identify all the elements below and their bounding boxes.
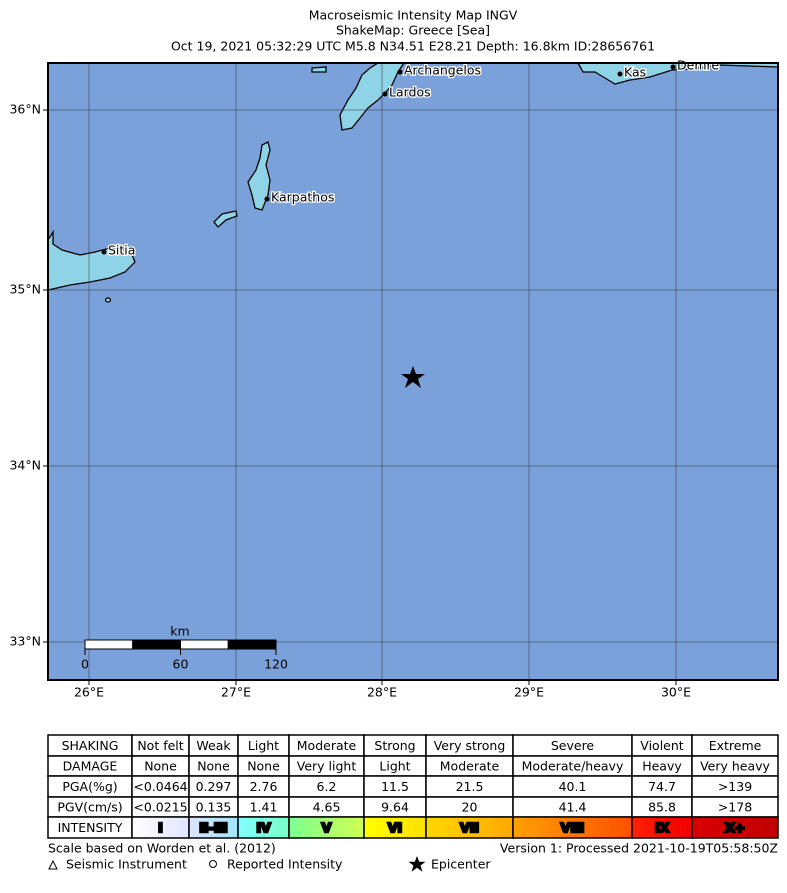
table-text: Moderate/heavy bbox=[522, 759, 624, 774]
lat-label: 34°N bbox=[9, 458, 41, 473]
table-text: PGV(cm/s) bbox=[57, 800, 122, 815]
table-text: None bbox=[144, 759, 177, 774]
place-label: Kas bbox=[624, 65, 646, 80]
table-text: IV bbox=[256, 820, 271, 835]
legend-entry: Epicenter bbox=[431, 857, 491, 872]
scale-label: 120 bbox=[264, 657, 288, 672]
table-text: Moderate bbox=[440, 759, 500, 774]
scale-label: 0 bbox=[81, 657, 89, 672]
epicenter-icon bbox=[408, 856, 426, 872]
table-text: INTENSITY bbox=[58, 820, 123, 835]
table-text: Light bbox=[248, 738, 279, 753]
table-text: Extreme bbox=[709, 738, 762, 753]
table-text: 2.76 bbox=[250, 779, 278, 794]
table-text: None bbox=[247, 759, 280, 774]
table-text: 4.65 bbox=[313, 800, 341, 815]
table-text: Very heavy bbox=[700, 759, 770, 774]
scale-unit: km bbox=[170, 624, 189, 639]
place-dot bbox=[101, 249, 107, 255]
land bbox=[47, 62, 779, 303]
instrument-icon bbox=[48, 859, 58, 870]
title-line: Macroseismic Intensity Map INGV bbox=[309, 8, 518, 23]
place-label: Karpathos bbox=[271, 190, 334, 205]
legend-table: SHAKING Not felt Weak Light Moderate Strong Ve… bbox=[47, 734, 779, 839]
table-text: 21.5 bbox=[456, 779, 484, 794]
table-text: 11.5 bbox=[381, 779, 409, 794]
lon-label: 28°E bbox=[367, 685, 397, 700]
table-text: SHAKING bbox=[62, 738, 119, 753]
table-text: Light bbox=[379, 759, 410, 774]
table-text: >139 bbox=[718, 779, 752, 794]
table-text: 41.4 bbox=[559, 800, 587, 815]
lat-label: 36°N bbox=[9, 102, 41, 117]
table-text: 85.8 bbox=[648, 800, 676, 815]
scale-bar: km 0 60 120 bbox=[81, 624, 288, 672]
lon-label: 30°E bbox=[661, 685, 691, 700]
table-text: Very light bbox=[297, 759, 357, 774]
table-text: 20 bbox=[462, 800, 478, 815]
epicenter-star bbox=[401, 366, 425, 388]
version: Version 1: Processed 2021-10-19T05:58:50… bbox=[500, 841, 778, 856]
table-text: Moderate bbox=[297, 738, 357, 753]
table-text: Violent bbox=[640, 738, 683, 753]
table-text: Strong bbox=[374, 738, 415, 753]
scale-note: Scale based on Worden et al. (2012) bbox=[48, 841, 276, 856]
intensity-icon bbox=[209, 860, 217, 868]
place-label: Archangelos bbox=[404, 63, 481, 78]
legend-entry: Seismic Instrument bbox=[66, 857, 187, 872]
table-text: 0.135 bbox=[196, 800, 232, 815]
legend-entry: Reported Intensity bbox=[227, 857, 343, 872]
table-text: Not felt bbox=[137, 738, 183, 753]
lat-label: 35°N bbox=[9, 282, 41, 297]
place-label: Sitia bbox=[108, 243, 135, 258]
table-text: <0.0215 bbox=[133, 800, 187, 815]
place-dot bbox=[382, 91, 388, 97]
table-text: None bbox=[197, 759, 230, 774]
scale-label: 60 bbox=[173, 657, 189, 672]
table-text: 1.41 bbox=[250, 800, 278, 815]
table-text: >178 bbox=[718, 800, 752, 815]
place-label: Demre bbox=[677, 58, 719, 73]
place-dot bbox=[617, 71, 623, 77]
table-text: Weak bbox=[196, 738, 231, 753]
title-line: ShakeMap: Greece [Sea] bbox=[336, 23, 490, 38]
table-text: VI bbox=[388, 820, 402, 835]
table-text: I bbox=[158, 820, 163, 835]
place-label: Lardos bbox=[389, 85, 431, 100]
table-text: Very strong bbox=[434, 738, 506, 753]
table-text: DAMAGE bbox=[63, 759, 118, 774]
table-text: 9.64 bbox=[381, 800, 409, 815]
place-dot bbox=[264, 196, 270, 202]
table-cell bbox=[691, 816, 779, 839]
place-dot bbox=[397, 69, 403, 75]
lon-label: 27°E bbox=[221, 685, 251, 700]
table-text: V bbox=[322, 820, 332, 835]
table-text: X+ bbox=[725, 820, 745, 835]
lon-label: 29°E bbox=[514, 685, 544, 700]
table-text: <0.0464 bbox=[133, 779, 187, 794]
table-text: 6.2 bbox=[317, 779, 337, 794]
table-text: Heavy bbox=[642, 759, 682, 774]
table-text: 0.297 bbox=[196, 779, 232, 794]
table-text: 74.7 bbox=[648, 779, 676, 794]
title-line: Oct 19, 2021 05:32:29 UTC M5.8 N34.51 E2… bbox=[171, 39, 655, 54]
place-dot bbox=[670, 64, 676, 70]
table-text: Severe bbox=[551, 738, 595, 753]
table-text: PGA(%g) bbox=[62, 779, 117, 794]
table-text: VII bbox=[460, 820, 479, 835]
table-text: II-III bbox=[199, 820, 227, 835]
table-text: 40.1 bbox=[559, 779, 587, 794]
table-text: IX bbox=[655, 820, 670, 835]
lat-label: 33°N bbox=[9, 634, 41, 649]
table-text: VIII bbox=[561, 820, 585, 835]
lon-label: 26°E bbox=[74, 685, 104, 700]
map-frame bbox=[47, 62, 779, 681]
